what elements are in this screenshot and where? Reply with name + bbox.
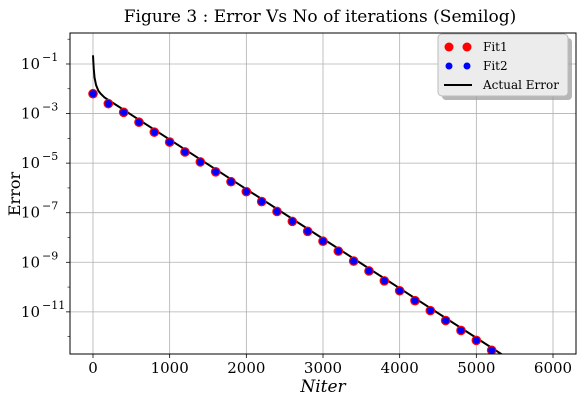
fit2-point [334,247,342,255]
x-tick-label: 6000 [534,359,572,377]
fit2-point [457,326,465,335]
legend-fit2-label: Fit2 [483,59,508,73]
y-tick-exponent: −7 [42,200,58,213]
series-layer [88,55,504,354]
fit2-point [488,346,496,354]
x-tick-label: 4000 [381,359,419,377]
y-tick-exponent: −3 [42,101,58,114]
x-tick-label: 1000 [151,359,189,377]
fit2-point [365,267,373,275]
fit2-point [181,148,189,156]
x-tick-label: 0 [88,359,98,377]
legend-fit1-marker [462,42,472,52]
y-tick-exponent: −1 [42,51,58,64]
fit2-point [89,90,97,98]
legend-fit1-marker [444,42,454,52]
y-tick-label: 10 [21,253,40,271]
y-tick-exponent: −11 [42,299,65,312]
y-tick-label: 10 [21,105,40,123]
fit2-point [288,217,296,225]
fit2-point [411,297,419,305]
chart-title: Figure 3 : Error Vs No of iterations (Se… [124,7,517,27]
legend: Fit1 Fit2 Actual Error [437,33,572,100]
legend-fit1-label: Fit1 [483,40,508,54]
fit2-point [242,188,250,196]
x-tick-label: 2000 [227,359,265,377]
legend-fit2-marker [445,62,453,70]
fit2-point [350,257,358,265]
fit2-point [196,158,204,166]
y-axis-label: Error [5,172,24,217]
fit2-point [442,316,450,325]
fit2-point [150,128,158,136]
y-tick-label: 10 [21,204,40,222]
x-axis-ticks: 0 1000 2000 3000 4000 5000 6000 [88,354,572,377]
fit2-point [104,100,112,108]
fit2-point [212,168,220,176]
x-axis-label: Niter [299,377,346,397]
fit2-point [472,336,480,344]
fit2-point [380,277,388,285]
y-tick-exponent: −9 [42,249,58,262]
fit2-point [227,178,235,186]
y-tick-label: 10 [21,154,40,172]
fit2-point [319,237,327,245]
x-tick-label: 3000 [304,359,342,377]
y-tick-exponent: −5 [42,150,58,163]
fit2-point [304,227,312,235]
fit2-point [396,287,404,295]
fit2-point [166,138,174,146]
y-tick-label: 10 [21,303,40,321]
fit2-point [135,118,143,126]
fit2-point [426,307,434,315]
fit2-point [120,108,128,116]
fit2-point [258,197,266,206]
legend-fit2-marker [463,62,471,70]
y-tick-label: 10 [21,55,40,73]
legend-actual-label: Actual Error [482,78,559,92]
fit2-point [273,207,281,216]
x-tick-label: 5000 [457,359,495,377]
